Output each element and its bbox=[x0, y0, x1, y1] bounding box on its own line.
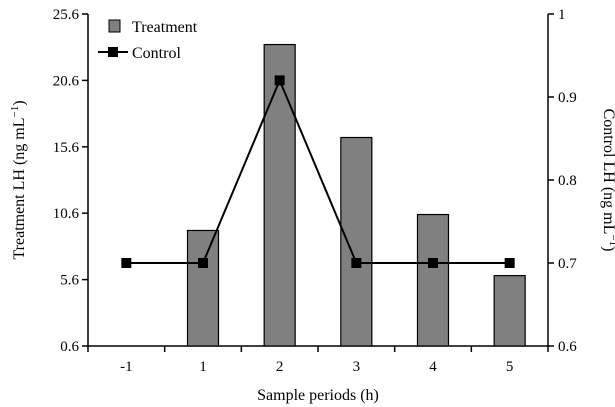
treatment-bar bbox=[188, 230, 219, 346]
left-tick-label: 0.6 bbox=[60, 339, 79, 355]
left-axis-title-close: ) bbox=[11, 100, 28, 105]
legend-treatment-label: Treatment bbox=[132, 19, 198, 36]
left-tick-label: 15.6 bbox=[53, 140, 80, 156]
right-tick-label: 0.9 bbox=[558, 90, 577, 106]
left-tick-label: 10.6 bbox=[53, 206, 80, 222]
left-tick-label: 20.6 bbox=[53, 73, 80, 89]
treatment-bar bbox=[264, 45, 295, 346]
x-tick-label: 4 bbox=[429, 359, 437, 375]
treatment-bar bbox=[494, 276, 525, 346]
x-tick-label: 2 bbox=[276, 359, 284, 375]
control-point bbox=[505, 258, 515, 268]
x-tick-label: 1 bbox=[199, 359, 207, 375]
x-tick-label: -1 bbox=[120, 359, 133, 375]
control-point bbox=[275, 75, 285, 85]
control-series-line bbox=[126, 80, 509, 263]
control-point bbox=[428, 258, 438, 268]
control-point bbox=[121, 258, 131, 268]
right-tick-label: 1 bbox=[558, 7, 566, 23]
control-line bbox=[121, 75, 514, 268]
left-axis-title: Treatment LH (ng mL−1) bbox=[9, 100, 28, 259]
right-axis-title-text: Control LH (ng mL bbox=[600, 109, 615, 235]
x-tick-label: 5 bbox=[506, 359, 514, 375]
treatment-bar bbox=[418, 215, 449, 346]
right-axis-title-sup: −1 bbox=[607, 234, 615, 246]
left-axis-title-sup: −1 bbox=[9, 106, 21, 118]
legend-control-label: Control bbox=[132, 45, 181, 62]
axes bbox=[88, 14, 548, 346]
control-point bbox=[198, 258, 208, 268]
right-tick-label: 0.7 bbox=[558, 256, 577, 272]
left-tick-label: 25.6 bbox=[53, 7, 80, 23]
x-axis-title: Sample periods (h) bbox=[257, 387, 379, 404]
x-tick-label: 3 bbox=[353, 359, 361, 375]
right-axis-title-close: ) bbox=[600, 246, 615, 251]
left-axis-title-text: Treatment LH (ng mL bbox=[11, 117, 28, 259]
legend-control-marker bbox=[108, 47, 118, 57]
control-point bbox=[351, 258, 361, 268]
right-axis-title: Control LH (ng mL−1) bbox=[600, 109, 615, 252]
right-tick-label: 0.8 bbox=[558, 173, 577, 189]
right-tick-label: 0.6 bbox=[558, 339, 577, 355]
treatment-bars bbox=[188, 45, 526, 346]
left-tick-label: 5.6 bbox=[60, 273, 79, 289]
treatment-bar bbox=[341, 138, 372, 346]
legend: Treatment Control bbox=[98, 19, 198, 62]
legend-treatment-swatch bbox=[109, 20, 120, 32]
